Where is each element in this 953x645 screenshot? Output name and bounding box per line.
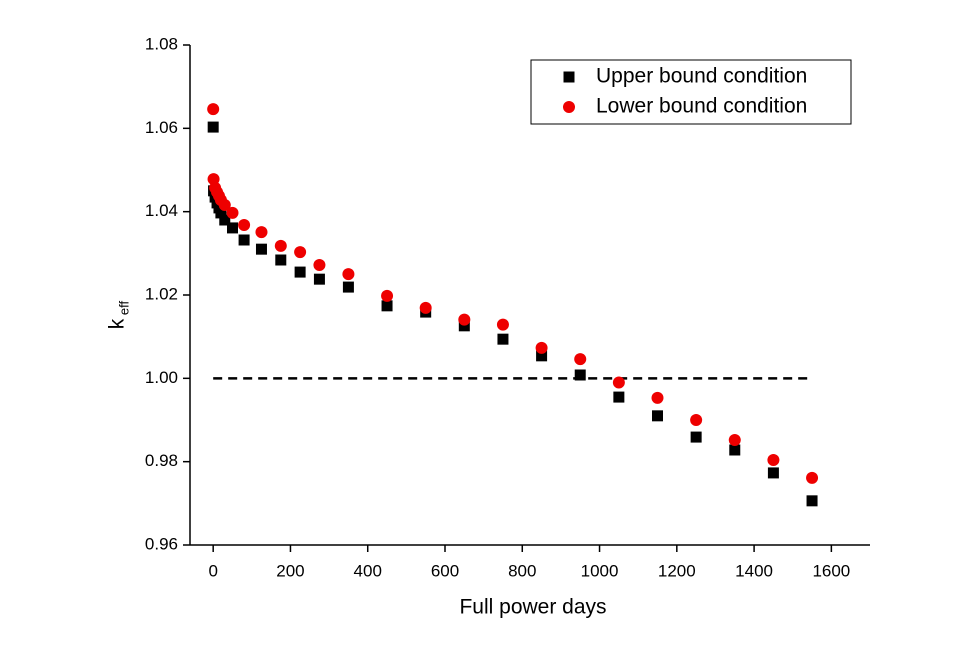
data-point	[458, 320, 470, 332]
data-point	[238, 234, 250, 246]
x-tick-label: 1600	[812, 561, 850, 580]
data-point	[294, 266, 306, 278]
data-point	[313, 259, 326, 271]
data-point	[574, 369, 586, 381]
data-point	[535, 341, 548, 354]
data-point	[218, 199, 231, 211]
x-tick-label: 0	[208, 561, 217, 580]
legend-marker	[563, 71, 575, 83]
data-point	[728, 434, 741, 446]
data-point	[275, 254, 287, 266]
x-axis-label: Full power days	[459, 596, 606, 619]
data-point	[342, 281, 354, 293]
data-point	[207, 121, 219, 133]
x-tick-label: 1200	[658, 561, 696, 580]
data-point	[536, 350, 548, 362]
data-point	[294, 246, 307, 259]
x-tick-label: 1000	[581, 561, 619, 580]
data-point	[313, 273, 325, 285]
x-tick-label: 200	[276, 561, 304, 580]
y-tick-label: 0.98	[145, 451, 178, 470]
data-point	[381, 300, 393, 312]
data-point	[215, 207, 227, 219]
data-point	[419, 301, 432, 314]
data-point	[255, 226, 268, 239]
data-point	[342, 268, 355, 281]
y-axis-label-group: k eff	[106, 301, 132, 330]
data-point	[767, 454, 780, 466]
y-tick-label: 1.00	[145, 368, 178, 387]
y-tick-label: 0.96	[145, 534, 178, 553]
data-point	[651, 391, 664, 404]
data-point	[496, 318, 509, 331]
x-tick-label: 1400	[735, 561, 773, 580]
x-tick-label: 600	[431, 561, 459, 580]
data-point	[219, 214, 231, 226]
data-point	[497, 333, 509, 345]
x-tick-label: 400	[354, 561, 382, 580]
data-point	[613, 391, 625, 403]
data-point	[612, 376, 625, 389]
data-point	[690, 414, 703, 426]
y-tick-label: 1.08	[145, 34, 178, 53]
data-point	[227, 222, 238, 234]
data-point	[274, 239, 287, 252]
y-tick-label: 1.02	[145, 284, 178, 303]
legend-label: Upper bound condition	[596, 65, 807, 88]
data-point	[238, 219, 251, 231]
y-tick-label: 1.04	[145, 201, 178, 220]
data-point	[255, 243, 267, 255]
data-point	[806, 495, 818, 507]
x-tick-label: 800	[508, 561, 536, 580]
data-point	[806, 471, 819, 484]
y-axis-label-sub: eff	[116, 301, 131, 316]
legend-box	[530, 59, 852, 125]
data-point	[381, 289, 394, 302]
data-point	[574, 353, 587, 366]
data-point	[767, 467, 779, 479]
y-tick-label: 1.06	[145, 118, 178, 137]
data-point	[729, 444, 741, 456]
legend-marker	[563, 101, 575, 113]
data-point	[207, 103, 220, 116]
data-point	[652, 410, 663, 422]
data-point	[226, 206, 239, 219]
data-point	[458, 313, 471, 326]
legend-label: Lower bound condition	[596, 95, 807, 118]
data-point	[690, 431, 702, 443]
y-axis-label: k	[106, 318, 129, 329]
